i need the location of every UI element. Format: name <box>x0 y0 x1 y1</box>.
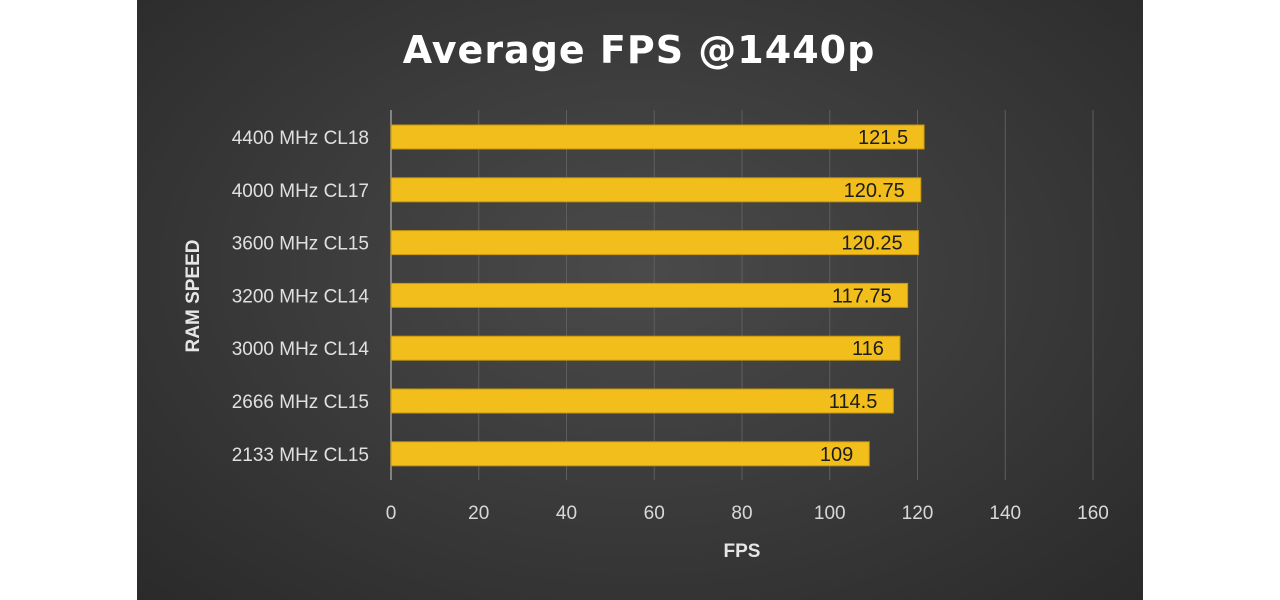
data-label: 109 <box>820 444 853 466</box>
chart-panel: Average FPS @1440p 121.5 120.75 120.25 117.… <box>137 0 1143 600</box>
bar-chart: Average FPS @1440p 121.5 120.75 120.25 117.… <box>183 28 1109 562</box>
x-tick-label: 140 <box>989 503 1021 524</box>
x-tick-label: 100 <box>814 503 846 524</box>
category-label: 2133 MHz CL15 <box>232 445 369 466</box>
x-tick-label: 0 <box>386 503 397 524</box>
category-label: 2666 MHz CL15 <box>232 392 369 413</box>
chart-title: Average FPS @1440p <box>403 28 876 72</box>
bar <box>390 335 901 361</box>
data-label: 120.75 <box>844 180 905 202</box>
bars: 121.5 120.75 120.25 117.75 116 114.5 109 <box>390 124 925 467</box>
x-tick-label: 120 <box>902 503 934 524</box>
data-label: 121.5 <box>858 127 908 149</box>
x-axis-title: FPS <box>724 541 761 562</box>
category-label: 3600 MHz CL15 <box>232 234 369 255</box>
data-label: 117.75 <box>832 285 892 307</box>
x-tick-label: 40 <box>556 503 577 524</box>
bar <box>390 230 920 256</box>
bar <box>390 177 922 203</box>
x-tick-label: 20 <box>468 503 489 524</box>
data-label: 116 <box>852 338 884 360</box>
category-label: 4400 MHz CL18 <box>232 128 369 149</box>
x-tick-label: 60 <box>644 503 665 524</box>
x-tick-labels: 0 20 40 60 80 100 120 140 160 <box>386 503 1109 524</box>
bar <box>390 282 909 308</box>
category-label: 3000 MHz CL14 <box>232 339 370 360</box>
x-tick-label: 80 <box>731 503 752 524</box>
data-label: 120.25 <box>841 233 902 255</box>
bar <box>390 124 925 150</box>
category-label: 4000 MHz CL17 <box>232 181 369 202</box>
bar <box>390 441 870 467</box>
y-axis-title: RAM SPEED <box>183 240 204 353</box>
data-label: 114.5 <box>829 391 878 413</box>
category-labels: 4400 MHz CL18 4000 MHz CL17 3600 MHz CL15 3… <box>232 128 370 466</box>
category-label: 3200 MHz CL14 <box>232 286 370 307</box>
x-tick-label: 160 <box>1077 503 1109 524</box>
bar <box>390 388 894 414</box>
